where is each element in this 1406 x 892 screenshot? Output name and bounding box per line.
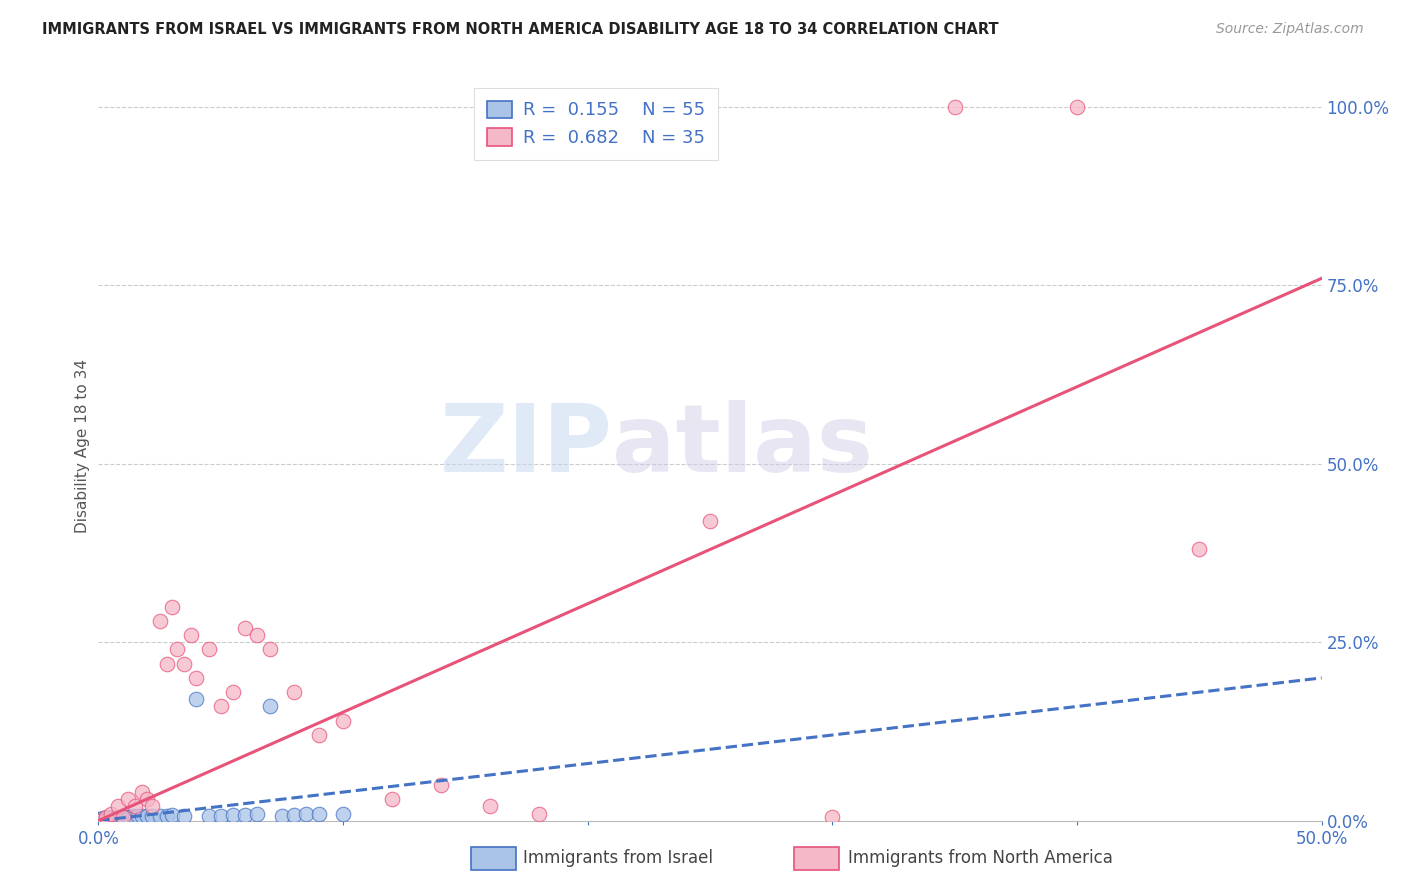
Point xyxy=(209,699,232,714)
Point xyxy=(166,642,188,657)
Point xyxy=(381,792,404,806)
Point xyxy=(141,809,163,823)
Point xyxy=(821,810,844,824)
Point xyxy=(1188,542,1211,557)
Point xyxy=(222,808,245,822)
Point xyxy=(141,799,163,814)
Point xyxy=(87,813,110,827)
Text: Immigrants from North America: Immigrants from North America xyxy=(848,849,1112,867)
Point xyxy=(117,792,139,806)
Point xyxy=(127,809,149,823)
Point xyxy=(97,811,120,825)
Point xyxy=(97,812,120,826)
Point xyxy=(100,812,122,826)
Point xyxy=(90,814,112,828)
Point xyxy=(94,813,117,827)
Point xyxy=(186,671,208,685)
Point xyxy=(136,792,159,806)
Point xyxy=(186,692,208,706)
Point xyxy=(101,811,124,825)
Point xyxy=(87,814,110,828)
Point xyxy=(90,812,112,826)
Point xyxy=(197,809,219,823)
Point xyxy=(111,811,134,825)
Point xyxy=(110,812,132,826)
Point xyxy=(332,714,354,728)
Point xyxy=(197,642,219,657)
Point xyxy=(101,812,124,826)
Point xyxy=(111,810,134,824)
Point xyxy=(104,812,127,826)
Point xyxy=(110,811,132,825)
Point xyxy=(209,808,232,822)
Point xyxy=(91,812,114,826)
Point xyxy=(699,514,721,528)
Point xyxy=(246,628,269,642)
Point xyxy=(156,657,179,671)
Point xyxy=(259,699,281,714)
Point xyxy=(87,814,110,828)
Point xyxy=(222,685,245,699)
Point xyxy=(107,799,129,814)
Point xyxy=(1066,100,1088,114)
Point xyxy=(246,807,269,822)
Point xyxy=(94,812,117,826)
Point xyxy=(283,808,305,822)
Text: Source: ZipAtlas.com: Source: ZipAtlas.com xyxy=(1216,22,1364,37)
Point xyxy=(149,614,172,628)
Point xyxy=(104,811,127,825)
Point xyxy=(295,807,318,822)
Point xyxy=(173,808,195,822)
Point xyxy=(430,778,453,792)
Point xyxy=(149,808,172,822)
Point xyxy=(100,806,122,821)
Point xyxy=(180,628,202,642)
Point xyxy=(308,728,330,742)
Text: ZIP: ZIP xyxy=(439,400,612,492)
Point xyxy=(332,806,354,821)
Point xyxy=(100,811,122,825)
Point xyxy=(101,812,124,826)
Point xyxy=(131,785,153,799)
Point xyxy=(90,813,112,827)
Point xyxy=(120,810,142,824)
Point xyxy=(131,809,153,823)
Point xyxy=(270,808,294,822)
Point xyxy=(173,657,195,671)
Point xyxy=(104,812,127,826)
Text: atlas: atlas xyxy=(612,400,873,492)
Point xyxy=(107,811,129,825)
Point xyxy=(111,810,134,824)
Point xyxy=(114,811,136,825)
Text: Immigrants from Israel: Immigrants from Israel xyxy=(523,849,713,867)
Point xyxy=(91,812,114,826)
Y-axis label: Disability Age 18 to 34: Disability Age 18 to 34 xyxy=(75,359,90,533)
Point xyxy=(233,808,256,822)
Point xyxy=(233,621,256,635)
Point xyxy=(124,799,146,814)
Point xyxy=(527,806,550,821)
Point xyxy=(160,599,183,614)
Point xyxy=(91,813,114,827)
Point xyxy=(87,812,110,826)
Point xyxy=(156,808,179,822)
Point xyxy=(97,813,120,827)
Point xyxy=(94,812,117,826)
Point xyxy=(160,808,183,822)
Point xyxy=(117,810,139,824)
Text: IMMIGRANTS FROM ISRAEL VS IMMIGRANTS FROM NORTH AMERICA DISABILITY AGE 18 TO 34 : IMMIGRANTS FROM ISRAEL VS IMMIGRANTS FRO… xyxy=(42,22,998,37)
Point xyxy=(100,812,122,826)
Point xyxy=(136,808,159,822)
Legend: R =  0.155    N = 55, R =  0.682    N = 35: R = 0.155 N = 55, R = 0.682 N = 35 xyxy=(474,88,718,160)
Point xyxy=(94,810,117,824)
Point xyxy=(124,810,146,824)
Point xyxy=(121,809,143,823)
Point xyxy=(943,100,966,114)
Point xyxy=(259,642,281,657)
Point xyxy=(308,807,330,822)
Point xyxy=(283,685,305,699)
Point xyxy=(478,799,501,814)
Point xyxy=(107,812,129,826)
